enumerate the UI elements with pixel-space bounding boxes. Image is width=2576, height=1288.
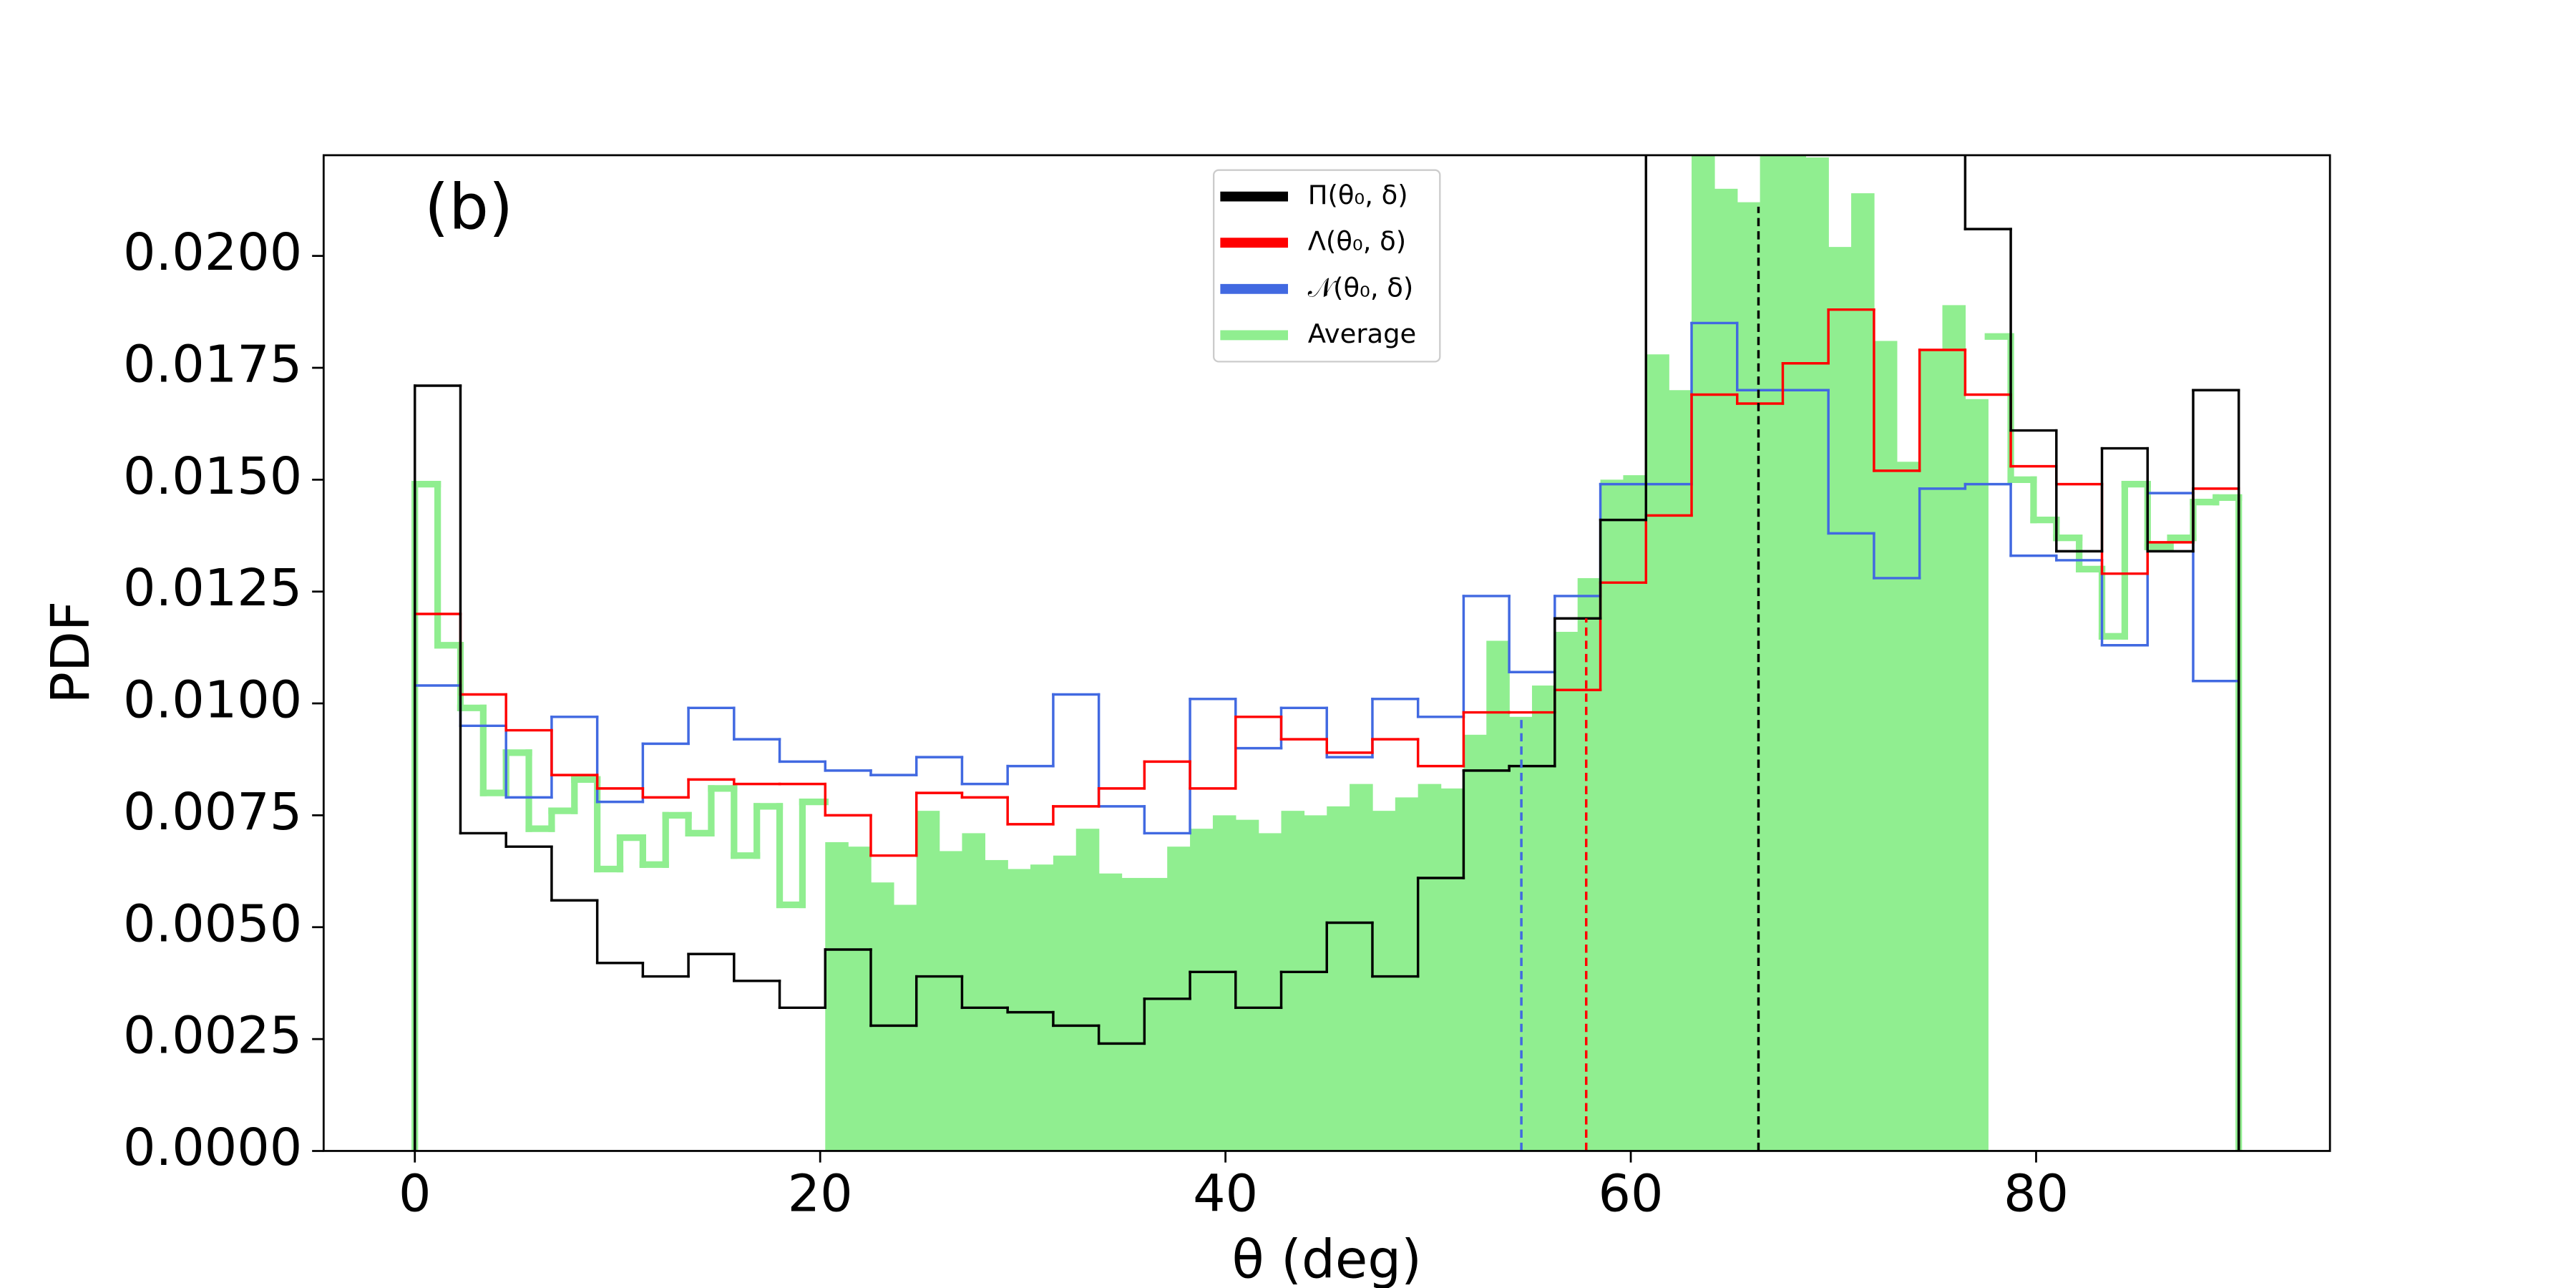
hist-bar bbox=[1463, 734, 1487, 1151]
hist-bar bbox=[1440, 788, 1465, 1151]
hist-bar bbox=[870, 882, 894, 1151]
legend: Π(θ₀, δ) Λ(θ₀, δ) 𝒩(θ₀, δ) Average bbox=[1212, 169, 1441, 363]
hist-bar bbox=[1258, 833, 1282, 1151]
hist-bar bbox=[1350, 784, 1373, 1151]
hist-bar bbox=[1144, 877, 1168, 1151]
hist-bar bbox=[1486, 640, 1510, 1151]
x-tick-label: 40 bbox=[1193, 1164, 1258, 1224]
hist-bar bbox=[893, 904, 917, 1151]
axes-overlay: 0 20 40 60 80 0.0000 0.0025 0.0050 0.0075 0.0100 0… bbox=[123, 154, 2331, 1224]
hist-bar bbox=[916, 811, 940, 1151]
y-tick-label: 0.0175 bbox=[123, 335, 302, 394]
y-axis-label: PDF bbox=[40, 601, 102, 704]
hist-bar bbox=[1851, 193, 1875, 1151]
annotation: (b) bbox=[424, 170, 513, 243]
hist-bar bbox=[1919, 349, 1943, 1151]
hist-bar bbox=[962, 833, 985, 1151]
legend-label: Π(θ₀, δ) bbox=[1308, 180, 1408, 210]
hist-bar bbox=[1828, 247, 1852, 1151]
hist-bar bbox=[1075, 829, 1100, 1151]
hist-bar bbox=[1896, 462, 1921, 1151]
plot-area bbox=[411, 155, 2243, 1151]
hist-bar bbox=[1942, 305, 1966, 1151]
y-tick-label: 0.0200 bbox=[123, 223, 302, 282]
hist-bar bbox=[1395, 797, 1419, 1151]
legend-label: Λ(θ₀, δ) bbox=[1308, 226, 1406, 257]
hist-bar bbox=[1030, 864, 1054, 1151]
x-axis-label: θ (deg) bbox=[1232, 1229, 1422, 1288]
y-tick-label: 0.0000 bbox=[123, 1118, 302, 1177]
hist-bar bbox=[1577, 577, 1601, 1151]
hist-bar bbox=[939, 851, 963, 1151]
y-tick-label: 0.0025 bbox=[123, 1006, 302, 1065]
y-tick-label: 0.0050 bbox=[123, 894, 302, 953]
x-tick-label: 60 bbox=[1599, 1164, 1664, 1224]
x-tick-label: 0 bbox=[399, 1164, 431, 1224]
hist-bar bbox=[1714, 188, 1738, 1151]
hist-bar bbox=[1805, 157, 1829, 1151]
x-tick-label: 80 bbox=[2004, 1164, 2069, 1224]
axes-frame bbox=[322, 154, 2331, 1152]
hist-bar bbox=[1098, 873, 1123, 1151]
hist-bar bbox=[1281, 811, 1305, 1151]
hist-bar bbox=[1121, 877, 1146, 1151]
hist-bar bbox=[1008, 869, 1031, 1151]
y-tick-label: 0.0125 bbox=[123, 558, 302, 618]
hist-bar bbox=[1327, 806, 1350, 1151]
hist-bar bbox=[1053, 855, 1077, 1151]
hist-bar bbox=[1646, 354, 1669, 1151]
hist-bar bbox=[825, 841, 849, 1151]
hist-bar bbox=[1212, 815, 1236, 1151]
hist-bar bbox=[1737, 202, 1761, 1151]
hist-bar bbox=[1418, 784, 1442, 1151]
hist-bar bbox=[1531, 686, 1556, 1151]
hist-bar bbox=[1623, 475, 1646, 1151]
legend-label: Average bbox=[1308, 318, 1417, 349]
hist-bar bbox=[1760, 155, 1784, 1151]
hist-bar bbox=[1554, 631, 1579, 1151]
hist-bar bbox=[1782, 155, 1807, 1151]
hist-bar bbox=[1190, 829, 1214, 1151]
hist-bar bbox=[1965, 399, 1989, 1151]
hist-bar bbox=[1372, 811, 1396, 1151]
hist-bar bbox=[1692, 155, 1715, 1151]
legend-label: 𝒩(θ₀, δ) bbox=[1308, 272, 1414, 303]
hist-bar bbox=[985, 859, 1008, 1151]
hist-bar bbox=[1669, 390, 1692, 1151]
hist-bar bbox=[1600, 479, 1624, 1151]
y-tick-label: 0.0100 bbox=[123, 670, 302, 730]
y-tick-label: 0.0150 bbox=[123, 447, 302, 506]
hist-bar bbox=[1304, 815, 1327, 1151]
hist-bar bbox=[1873, 341, 1898, 1151]
legend-box bbox=[1212, 169, 1441, 363]
hist-bar bbox=[1235, 819, 1259, 1151]
hist-bar bbox=[848, 847, 872, 1151]
x-tick-label: 20 bbox=[788, 1164, 853, 1224]
y-tick-label: 0.0075 bbox=[123, 782, 302, 841]
